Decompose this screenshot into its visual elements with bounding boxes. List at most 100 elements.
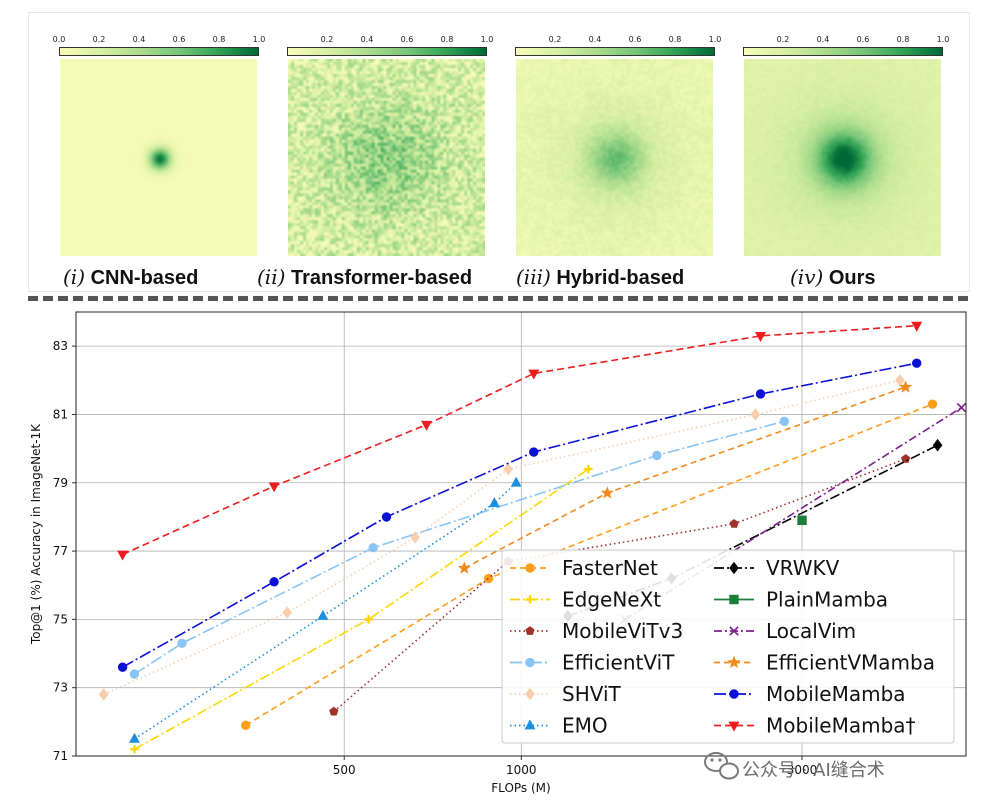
legend-label: VRWKV: [766, 556, 840, 580]
data-point: [269, 577, 279, 587]
series-fasternet: [240, 399, 938, 730]
series-plainmamba: [797, 515, 807, 526]
legend-label: MobileMamba: [766, 682, 906, 706]
series-edgenext: [130, 464, 593, 754]
x-tick-label: 3000: [787, 763, 818, 777]
series-line: [103, 379, 901, 696]
colorbar-tick: 0.8: [440, 35, 454, 44]
legend-label: EdgeNeXt: [562, 588, 661, 612]
legend-label: FasterNet: [562, 556, 658, 580]
colorbar-tick: 1.0: [480, 35, 494, 44]
data-point: [729, 518, 739, 528]
legend-label: PlainMamba: [766, 588, 888, 612]
colorbar: [287, 47, 487, 56]
data-point: [797, 515, 807, 526]
legend-label: SHViT: [562, 682, 622, 706]
colorbar-tick: 0.8: [668, 35, 682, 44]
y-tick-label: 83: [53, 339, 68, 353]
data-point: [130, 744, 139, 754]
data-point: [779, 416, 790, 426]
heatmap-image: [288, 59, 485, 256]
legend-label: EfficientVMamba: [766, 651, 935, 675]
series-mobilemamba-: [117, 321, 923, 561]
watermark: 公众号 · AI缝合术: [704, 752, 885, 781]
legend-box: [501, 549, 955, 744]
legend-marker: [727, 655, 741, 669]
legend-marker: [525, 626, 535, 635]
watermark-text: 公众号 · AI缝合术: [742, 760, 885, 781]
data-point: [368, 542, 378, 553]
y-axis-title: Top@1 (%) Accuracy in ImageNet-1K: [29, 423, 43, 645]
legend-label: LocalVim: [766, 619, 856, 643]
data-point: [510, 476, 522, 487]
colorbar-tick: 0.6: [856, 35, 870, 44]
legend-item: MobileMamba†: [714, 714, 916, 738]
y-tick-label: 71: [53, 749, 68, 763]
y-tick-label: 81: [53, 407, 68, 421]
data-point: [899, 380, 913, 393]
series-efficientvmamba: [457, 380, 913, 574]
colorbar-tick: 0.4: [588, 35, 602, 44]
data-point: [117, 662, 128, 672]
colorbar-tick: 0.4: [132, 35, 146, 44]
y-tick-label: 77: [53, 544, 68, 558]
section-divider: [28, 296, 968, 301]
data-point: [364, 615, 373, 624]
series-emo: [129, 476, 522, 743]
legend-item: VRWKV: [714, 556, 840, 580]
legend-marker: [729, 561, 739, 575]
series-mobilemamba: [117, 358, 922, 672]
x-tick-label: 500: [333, 763, 356, 777]
series-shvit: [98, 374, 905, 701]
legend-item: MobileMamba: [714, 682, 906, 706]
heatmap-image: [516, 59, 713, 256]
data-point: [932, 438, 943, 452]
colorbar-tick: 0.4: [816, 35, 830, 44]
data-point: [600, 486, 614, 499]
heatmap-image: [60, 59, 257, 256]
data-point: [177, 638, 187, 648]
legend-label: EMO: [562, 714, 608, 738]
legend-marker: [524, 719, 536, 730]
data-point: [912, 358, 922, 368]
data-point: [282, 606, 293, 619]
data-point: [895, 374, 905, 387]
series-line: [122, 362, 917, 668]
legend-label: MobileMamba†: [766, 714, 916, 738]
colorbar-tick: 0.8: [212, 35, 226, 44]
accuracy-flops-chart: 71 73 75 77 79 81 83 500 1000 3000 FLOPs (M) Top@…: [29, 311, 967, 795]
colorbar-tick: 0.6: [400, 35, 414, 44]
wechat-icon: [704, 752, 739, 780]
data-point: [268, 482, 280, 493]
data-point: [317, 609, 329, 620]
legend-marker: [525, 563, 535, 573]
colorbar: [515, 47, 715, 56]
data-point: [652, 450, 662, 461]
data-point: [457, 561, 471, 574]
heatmap-transformer: 0.2 0.4 0.6 0.8 1.0: [287, 13, 493, 291]
heatmap-cnn: 0.0 0.2 0.4 0.6 0.8 1.0: [53, 13, 265, 291]
data-point: [421, 420, 432, 431]
legend-item: PlainMamba: [714, 588, 888, 612]
x-axis-title: FLOPs (M): [491, 781, 550, 795]
colorbar-tick: 0.2: [548, 35, 562, 44]
y-tick-label: 73: [53, 681, 68, 695]
data-point: [755, 332, 766, 342]
colorbar-tick: 1.0: [936, 35, 950, 44]
data-point: [129, 732, 140, 743]
legend-label: EfficientViT: [562, 651, 675, 675]
data-point: [927, 399, 938, 409]
heatmap-hybrid: 0.2 0.4 0.6 0.8 1.0: [515, 13, 721, 291]
legend-marker: [525, 687, 535, 701]
data-point: [129, 669, 140, 679]
plot-frame: [75, 311, 967, 757]
colorbar-tick: 0.0: [52, 35, 66, 44]
colorbar-tick: 0.8: [896, 35, 910, 44]
legend-marker: [729, 689, 739, 699]
data-point: [750, 408, 761, 421]
data-point: [117, 550, 129, 561]
legend-label: MobileViTv3: [562, 619, 683, 643]
heatmap-ours: 0.2 0.4 0.6 0.8 1.0: [743, 13, 949, 291]
legend-marker: [729, 626, 739, 636]
heatmap-caption-ours: (iv) Ours: [790, 265, 876, 289]
